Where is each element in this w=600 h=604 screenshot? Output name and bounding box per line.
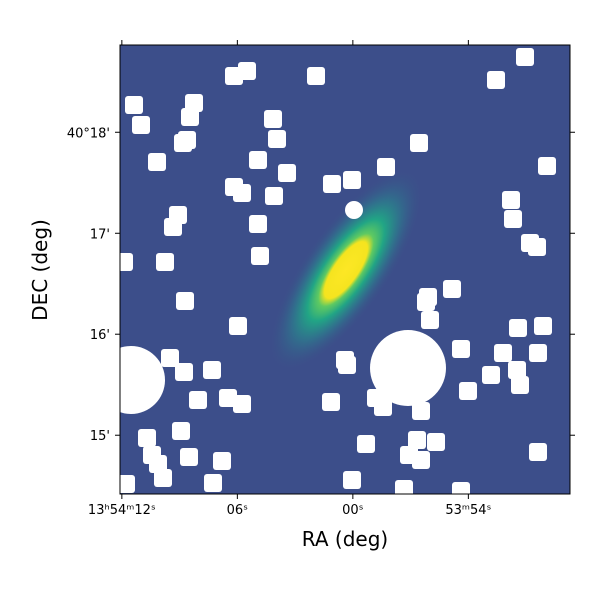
- mask: [203, 361, 221, 379]
- mask: [421, 311, 439, 329]
- mask: [249, 151, 267, 169]
- mask: [307, 67, 325, 85]
- mask: [233, 184, 251, 202]
- y-tick-label: 15': [90, 429, 110, 444]
- x-axis-label: RA (deg): [302, 527, 388, 551]
- mask: [345, 201, 363, 219]
- mask: [338, 356, 356, 374]
- mask: [395, 480, 413, 494]
- mask: [482, 366, 500, 384]
- image: [120, 45, 570, 494]
- mask: [268, 130, 286, 148]
- mask: [410, 134, 428, 152]
- mask: [412, 402, 430, 420]
- plot-frame: [119, 44, 571, 495]
- mask: [156, 253, 174, 271]
- galaxy: [269, 168, 423, 372]
- mask: [528, 238, 546, 256]
- mask: [164, 218, 182, 236]
- mask: [374, 398, 392, 416]
- mask: [511, 376, 529, 394]
- mask: [508, 361, 526, 379]
- mask: [185, 94, 203, 112]
- mask: [233, 395, 251, 413]
- mask: [322, 393, 340, 411]
- mask: [343, 171, 361, 189]
- mask: [538, 157, 556, 175]
- mask: [249, 215, 267, 233]
- mask: [148, 153, 166, 171]
- x-tick-label: 00ˢ: [342, 503, 364, 518]
- mask: [278, 164, 296, 182]
- mask: [174, 134, 192, 152]
- mask: [357, 435, 375, 453]
- mask: [120, 346, 165, 414]
- mask: [504, 210, 522, 228]
- mask: [229, 317, 247, 335]
- mask: [494, 344, 512, 362]
- y-tick-label: 40°18': [67, 126, 110, 141]
- mask: [251, 247, 269, 265]
- mask: [502, 191, 520, 209]
- mask: [417, 293, 435, 311]
- mask: [427, 433, 445, 451]
- mask: [343, 471, 361, 489]
- mask: [132, 116, 150, 134]
- mask: [516, 48, 534, 66]
- mask: [125, 96, 143, 114]
- mask: [452, 340, 470, 358]
- mask: [370, 330, 446, 406]
- mask: [172, 422, 190, 440]
- mask: [181, 108, 199, 126]
- mask: [529, 344, 547, 362]
- mask: [120, 253, 133, 271]
- mask: [265, 187, 283, 205]
- mask: [264, 110, 282, 128]
- mask: [154, 469, 172, 487]
- mask: [176, 292, 194, 310]
- mask: [120, 475, 135, 493]
- mask: [213, 452, 231, 470]
- mask: [204, 474, 222, 492]
- mask: [459, 382, 477, 400]
- y-tick-label: 17': [90, 227, 110, 242]
- mask: [180, 448, 198, 466]
- mask: [443, 280, 461, 298]
- x-tick-label: 13ʰ54ᵐ12ˢ: [88, 503, 156, 518]
- x-tick-label: 53ᵐ54ˢ: [445, 503, 491, 518]
- mask: [149, 455, 167, 473]
- mask: [189, 391, 207, 409]
- mask: [219, 389, 237, 407]
- y-tick-label: 16': [90, 328, 110, 343]
- mask: [175, 363, 193, 381]
- mask: [238, 62, 256, 80]
- y-axis-label: DEC (deg): [28, 219, 52, 321]
- mask: [161, 349, 179, 367]
- mask: [452, 482, 470, 494]
- mask: [509, 319, 527, 337]
- mask: [408, 431, 426, 449]
- mask: [487, 71, 505, 89]
- mask: [323, 175, 341, 193]
- mask: [534, 317, 552, 335]
- mask: [138, 429, 156, 447]
- x-tick-label: 06ˢ: [227, 503, 249, 518]
- mask: [412, 451, 430, 469]
- mask: [377, 158, 395, 176]
- mask: [529, 443, 547, 461]
